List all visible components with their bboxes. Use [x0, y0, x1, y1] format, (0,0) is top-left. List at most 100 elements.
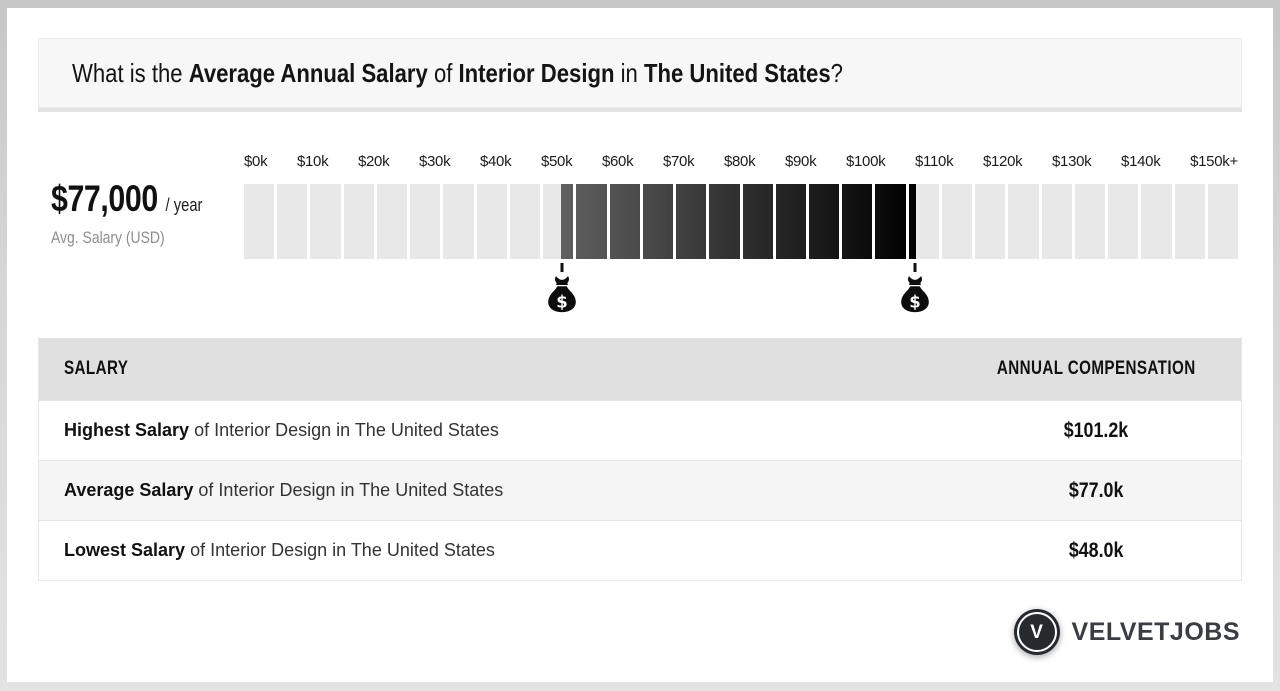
logo-letter: V: [1030, 621, 1043, 643]
average-salary-caption: Avg. Salary (USD): [51, 228, 165, 247]
scale-segment: [842, 184, 873, 259]
axis-tick-label: $120k: [982, 153, 1023, 170]
table-row: Average Salary of Interior Design in The…: [39, 460, 1241, 520]
average-salary-line: $77,000 / year: [51, 178, 202, 220]
scale-segment: [1207, 184, 1239, 259]
average-salary-summary: $77,000 / year Avg. Salary (USD): [51, 178, 202, 248]
scale-segment: [576, 184, 607, 259]
scale-segment: [443, 184, 474, 259]
axis-tick-label: $10k: [296, 153, 329, 170]
average-salary-amount: $77,000: [51, 178, 158, 219]
dollar-sign: $: [556, 293, 568, 312]
scale-segment: [509, 184, 541, 259]
row-value-cell: $101.2k: [951, 419, 1241, 443]
row-label: Average Salary of Interior Design in The…: [39, 480, 951, 501]
row-label-bold: Highest Salary: [64, 420, 190, 440]
infographic-card: What is the Average Annual Salary of Int…: [7, 8, 1273, 682]
dollar-sign: $: [909, 293, 921, 312]
axis-tick-label: $0k: [244, 153, 268, 170]
axis-tick-label: $40k: [479, 153, 512, 170]
question-part: What is the: [72, 57, 189, 88]
axis-tick-label: $150k+: [1190, 153, 1238, 170]
row-label-rest: of Interior Design in The United States: [185, 540, 495, 560]
scale-segment: [277, 184, 308, 259]
table-header-salary-label: SALARY: [64, 358, 129, 379]
question-highlight-location: The United States: [643, 57, 831, 88]
scale-segment: [808, 184, 840, 259]
page-title: What is the Average Annual Salary of Int…: [72, 58, 843, 89]
scale-segment: [1008, 184, 1039, 259]
salary-table: SALARY ANNUAL COMPENSATION Highest Salar…: [38, 338, 1242, 581]
brand-footer: V VELVETJOBS: [1013, 607, 1240, 657]
scale-segment: [310, 184, 341, 259]
row-value: $101.2k: [1063, 418, 1129, 442]
row-label-bold: Lowest Salary: [64, 540, 186, 560]
scale-segment: [775, 184, 806, 259]
axis-tick-label: $140k: [1121, 153, 1161, 170]
scale-segment: [676, 184, 707, 259]
row-label-rest: of Interior Design in The United States: [193, 480, 504, 500]
scale-segment: [975, 184, 1006, 259]
money-bag-icon: $: [548, 276, 576, 313]
scale-segment: [244, 184, 275, 259]
axis-tick-label: $60k: [601, 153, 634, 170]
scale-segment: [908, 184, 939, 259]
scale-segment: [1108, 184, 1139, 259]
scale-segment: [376, 184, 408, 259]
brand-name: VELVETJOBS: [1071, 617, 1240, 646]
table-header-compensation: ANNUAL COMPENSATION: [951, 358, 1241, 380]
scale-segment: [476, 184, 507, 259]
row-value: $77.0k: [1068, 478, 1124, 502]
scale-segment: [875, 184, 906, 259]
scale-segment: [941, 184, 973, 259]
table-row: Lowest Salary of Interior Design in The …: [39, 520, 1241, 580]
question-box: What is the Average Annual Salary of Int…: [38, 38, 1242, 108]
question-highlight-job: Interior Design: [458, 57, 615, 88]
row-label-rest: of Interior Design in The United States: [189, 420, 499, 440]
per-year-label: / year: [165, 195, 203, 215]
scale-segment: [742, 184, 773, 259]
money-bag-icon: $: [900, 276, 929, 313]
axis-tick-label: $130k: [1052, 153, 1092, 170]
table-row: Highest Salary of Interior Design in The…: [39, 400, 1241, 460]
salary-table-body: Highest Salary of Interior Design in The…: [39, 400, 1241, 580]
scale-segment: [642, 184, 674, 259]
scale-segment: [543, 184, 574, 259]
question-part: of: [427, 57, 459, 88]
table-header-compensation-label: ANNUAL COMPENSATION: [996, 358, 1196, 379]
row-value-cell: $48.0k: [951, 539, 1241, 563]
row-label: Highest Salary of Interior Design in The…: [39, 420, 951, 441]
scale-segment: [343, 184, 374, 259]
question-part: ?: [830, 57, 843, 88]
axis-tick-label: $30k: [418, 153, 451, 170]
axis-tick-label: $70k: [662, 153, 695, 170]
scale-segment: [609, 184, 640, 259]
table-header-row: SALARY ANNUAL COMPENSATION: [39, 338, 1241, 400]
axis-tick-label: $50k: [540, 153, 573, 170]
range-marker-low: $: [545, 263, 580, 315]
axis-tick-label: $100k: [845, 153, 886, 170]
table-header-salary: SALARY: [39, 358, 951, 380]
scale-segment: [1174, 184, 1205, 259]
question-highlight-salary: Average Annual Salary: [188, 57, 428, 88]
velvetjobs-logo-icon: V: [1013, 609, 1060, 655]
axis-tick-label: $80k: [723, 153, 756, 170]
scale-segment: [1141, 184, 1172, 259]
scale-segment: [410, 184, 441, 259]
salary-scale-bar: [244, 184, 1239, 259]
axis-labels: $0k $10k $20k $30k $40k $50k $60k $70k $80k $90k $…: [244, 146, 1238, 170]
marker-tick: [913, 263, 917, 272]
scale-segment: [1074, 184, 1106, 259]
scale-segment: [709, 184, 740, 259]
row-value-cell: $77.0k: [951, 479, 1241, 503]
row-label: Lowest Salary of Interior Design in The …: [39, 540, 951, 561]
scale-segment: [1041, 184, 1072, 259]
axis-tick-label: $20k: [357, 153, 390, 170]
marker-tick: [560, 263, 564, 272]
row-label-bold: Average Salary: [64, 480, 194, 500]
row-value: $48.0k: [1068, 538, 1124, 562]
range-marker-high: $: [897, 263, 932, 315]
question-part: in: [614, 57, 644, 88]
axis-tick-label: $110k: [915, 153, 954, 170]
range-markers: $ $: [244, 263, 1238, 317]
